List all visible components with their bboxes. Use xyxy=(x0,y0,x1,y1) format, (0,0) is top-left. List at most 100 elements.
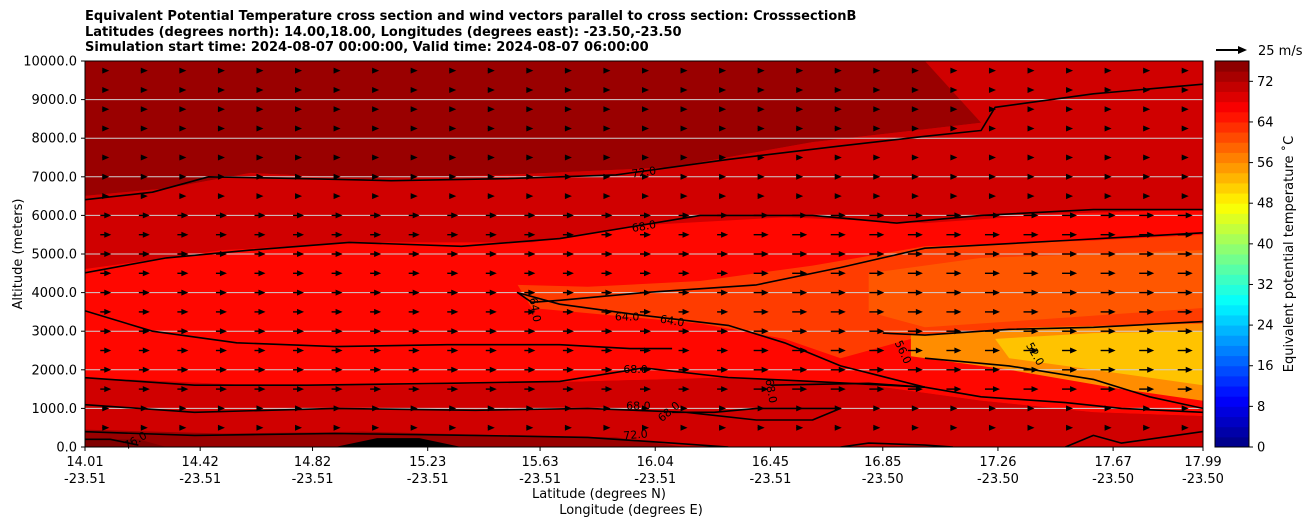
wind-vector xyxy=(485,270,497,277)
colorbar-band xyxy=(1215,314,1249,326)
wind-vector xyxy=(331,366,343,373)
wind-vector xyxy=(911,154,919,161)
wind-vector xyxy=(370,308,382,315)
wind-vector xyxy=(988,193,996,200)
wind-vector xyxy=(1104,173,1112,180)
wind-vector xyxy=(984,251,1000,257)
wind-vector xyxy=(295,106,303,113)
wind-vector xyxy=(370,366,382,373)
wind-vector xyxy=(1139,212,1155,219)
wind-vector xyxy=(1143,154,1151,161)
wind-vector xyxy=(1062,386,1078,393)
wind-vector xyxy=(642,193,649,200)
wind-vector xyxy=(717,289,729,296)
colorbar-tick-label: 8 xyxy=(1257,400,1265,415)
wind-vector xyxy=(984,212,1000,219)
wind-vector xyxy=(830,347,846,354)
wind-vector xyxy=(410,154,418,161)
contour-line-68 xyxy=(85,208,1203,274)
wind-vector xyxy=(333,86,341,93)
wind-vector xyxy=(834,424,842,431)
wind-vector xyxy=(1023,231,1039,238)
wind-vector xyxy=(1027,86,1035,93)
wind-vector xyxy=(333,106,341,113)
wind-vector xyxy=(1023,328,1039,335)
wind-vector xyxy=(293,212,305,219)
wind-vector xyxy=(1062,289,1078,296)
wind-vector xyxy=(254,231,266,238)
wind-vector xyxy=(1181,86,1189,93)
wind-vector xyxy=(830,308,846,315)
wind-vector xyxy=(834,67,842,74)
wind-vector xyxy=(524,347,536,354)
filled-region-52 xyxy=(995,331,1203,386)
wind-vector xyxy=(100,231,112,238)
wind-vector xyxy=(873,67,881,74)
wind-vector xyxy=(564,125,572,132)
colorbar-band xyxy=(1215,243,1249,255)
wind-vector xyxy=(408,231,420,238)
x-axis-label-lat: Latitude (degrees N) xyxy=(532,487,666,502)
wind-vector xyxy=(678,328,690,335)
wind-vector xyxy=(642,424,649,431)
wind-vector xyxy=(140,86,148,93)
wind-vector xyxy=(988,424,996,431)
wind-vector xyxy=(1100,386,1116,393)
wind-vector xyxy=(564,86,572,93)
y-tick-label: 4000.0 xyxy=(32,286,78,301)
wind-vector xyxy=(215,231,227,238)
contour-label: 68.0 xyxy=(631,218,657,235)
wind-vector xyxy=(834,154,842,161)
wind-vector xyxy=(138,308,150,315)
wind-vector xyxy=(447,231,459,238)
wind-vector xyxy=(140,193,148,200)
wind-vector xyxy=(642,67,649,74)
wind-vector xyxy=(753,308,769,315)
colorbar-band xyxy=(1215,142,1249,153)
wind-vector xyxy=(372,193,380,200)
wind-vector xyxy=(907,308,923,315)
wind-vector xyxy=(950,405,958,412)
wind-vector xyxy=(950,67,958,74)
wind-vector xyxy=(601,366,613,373)
colorbar-tick-label: 72 xyxy=(1257,75,1274,90)
wind-vector xyxy=(946,212,962,219)
x-tick-label-lon: -23.51 xyxy=(634,472,676,487)
wind-vector xyxy=(295,193,303,200)
wind-vector xyxy=(984,289,1000,296)
wind-vector xyxy=(410,125,418,132)
wind-vector xyxy=(449,193,457,200)
wind-vector xyxy=(1143,86,1151,93)
wind-vector xyxy=(834,405,842,412)
wind-vector xyxy=(562,386,574,393)
wind-key: 25 m/s xyxy=(1216,44,1303,59)
wind-vector xyxy=(177,308,189,315)
wind-vector xyxy=(719,86,727,93)
contour-label: 72.0 xyxy=(623,427,649,442)
wind-vector xyxy=(370,270,382,277)
wind-vector xyxy=(640,308,651,315)
wind-vector xyxy=(372,86,380,93)
colorbar: 0 8 16 24 32 40 48 56 64 72 xyxy=(1214,60,1274,456)
wind-vector xyxy=(1023,366,1039,373)
wind-vector xyxy=(293,231,305,238)
y-tick-label: 10000.0 xyxy=(23,55,77,70)
colorbar-band xyxy=(1215,121,1249,133)
wind-vector xyxy=(719,154,727,161)
contour-label: 72.0 xyxy=(631,164,657,180)
title-line-2: Latitudes (degrees north): 14.00,18.00, … xyxy=(85,24,682,40)
wind-vector xyxy=(830,386,846,393)
wind-vector xyxy=(215,212,227,219)
wind-vector xyxy=(946,270,962,277)
wind-vector xyxy=(140,405,148,412)
wind-vector xyxy=(603,193,611,200)
wind-vector xyxy=(757,86,765,93)
wind-vector xyxy=(100,328,112,335)
contour-line-56 xyxy=(924,357,1203,410)
x-tick-label-lon: -23.51 xyxy=(179,472,221,487)
wind-vector xyxy=(100,347,112,354)
wind-vector xyxy=(526,424,534,431)
x-axis-label-lon: Longitude (degrees E) xyxy=(559,503,703,518)
wind-vector xyxy=(1177,366,1193,373)
colorbar-tick-label: 40 xyxy=(1257,237,1274,252)
